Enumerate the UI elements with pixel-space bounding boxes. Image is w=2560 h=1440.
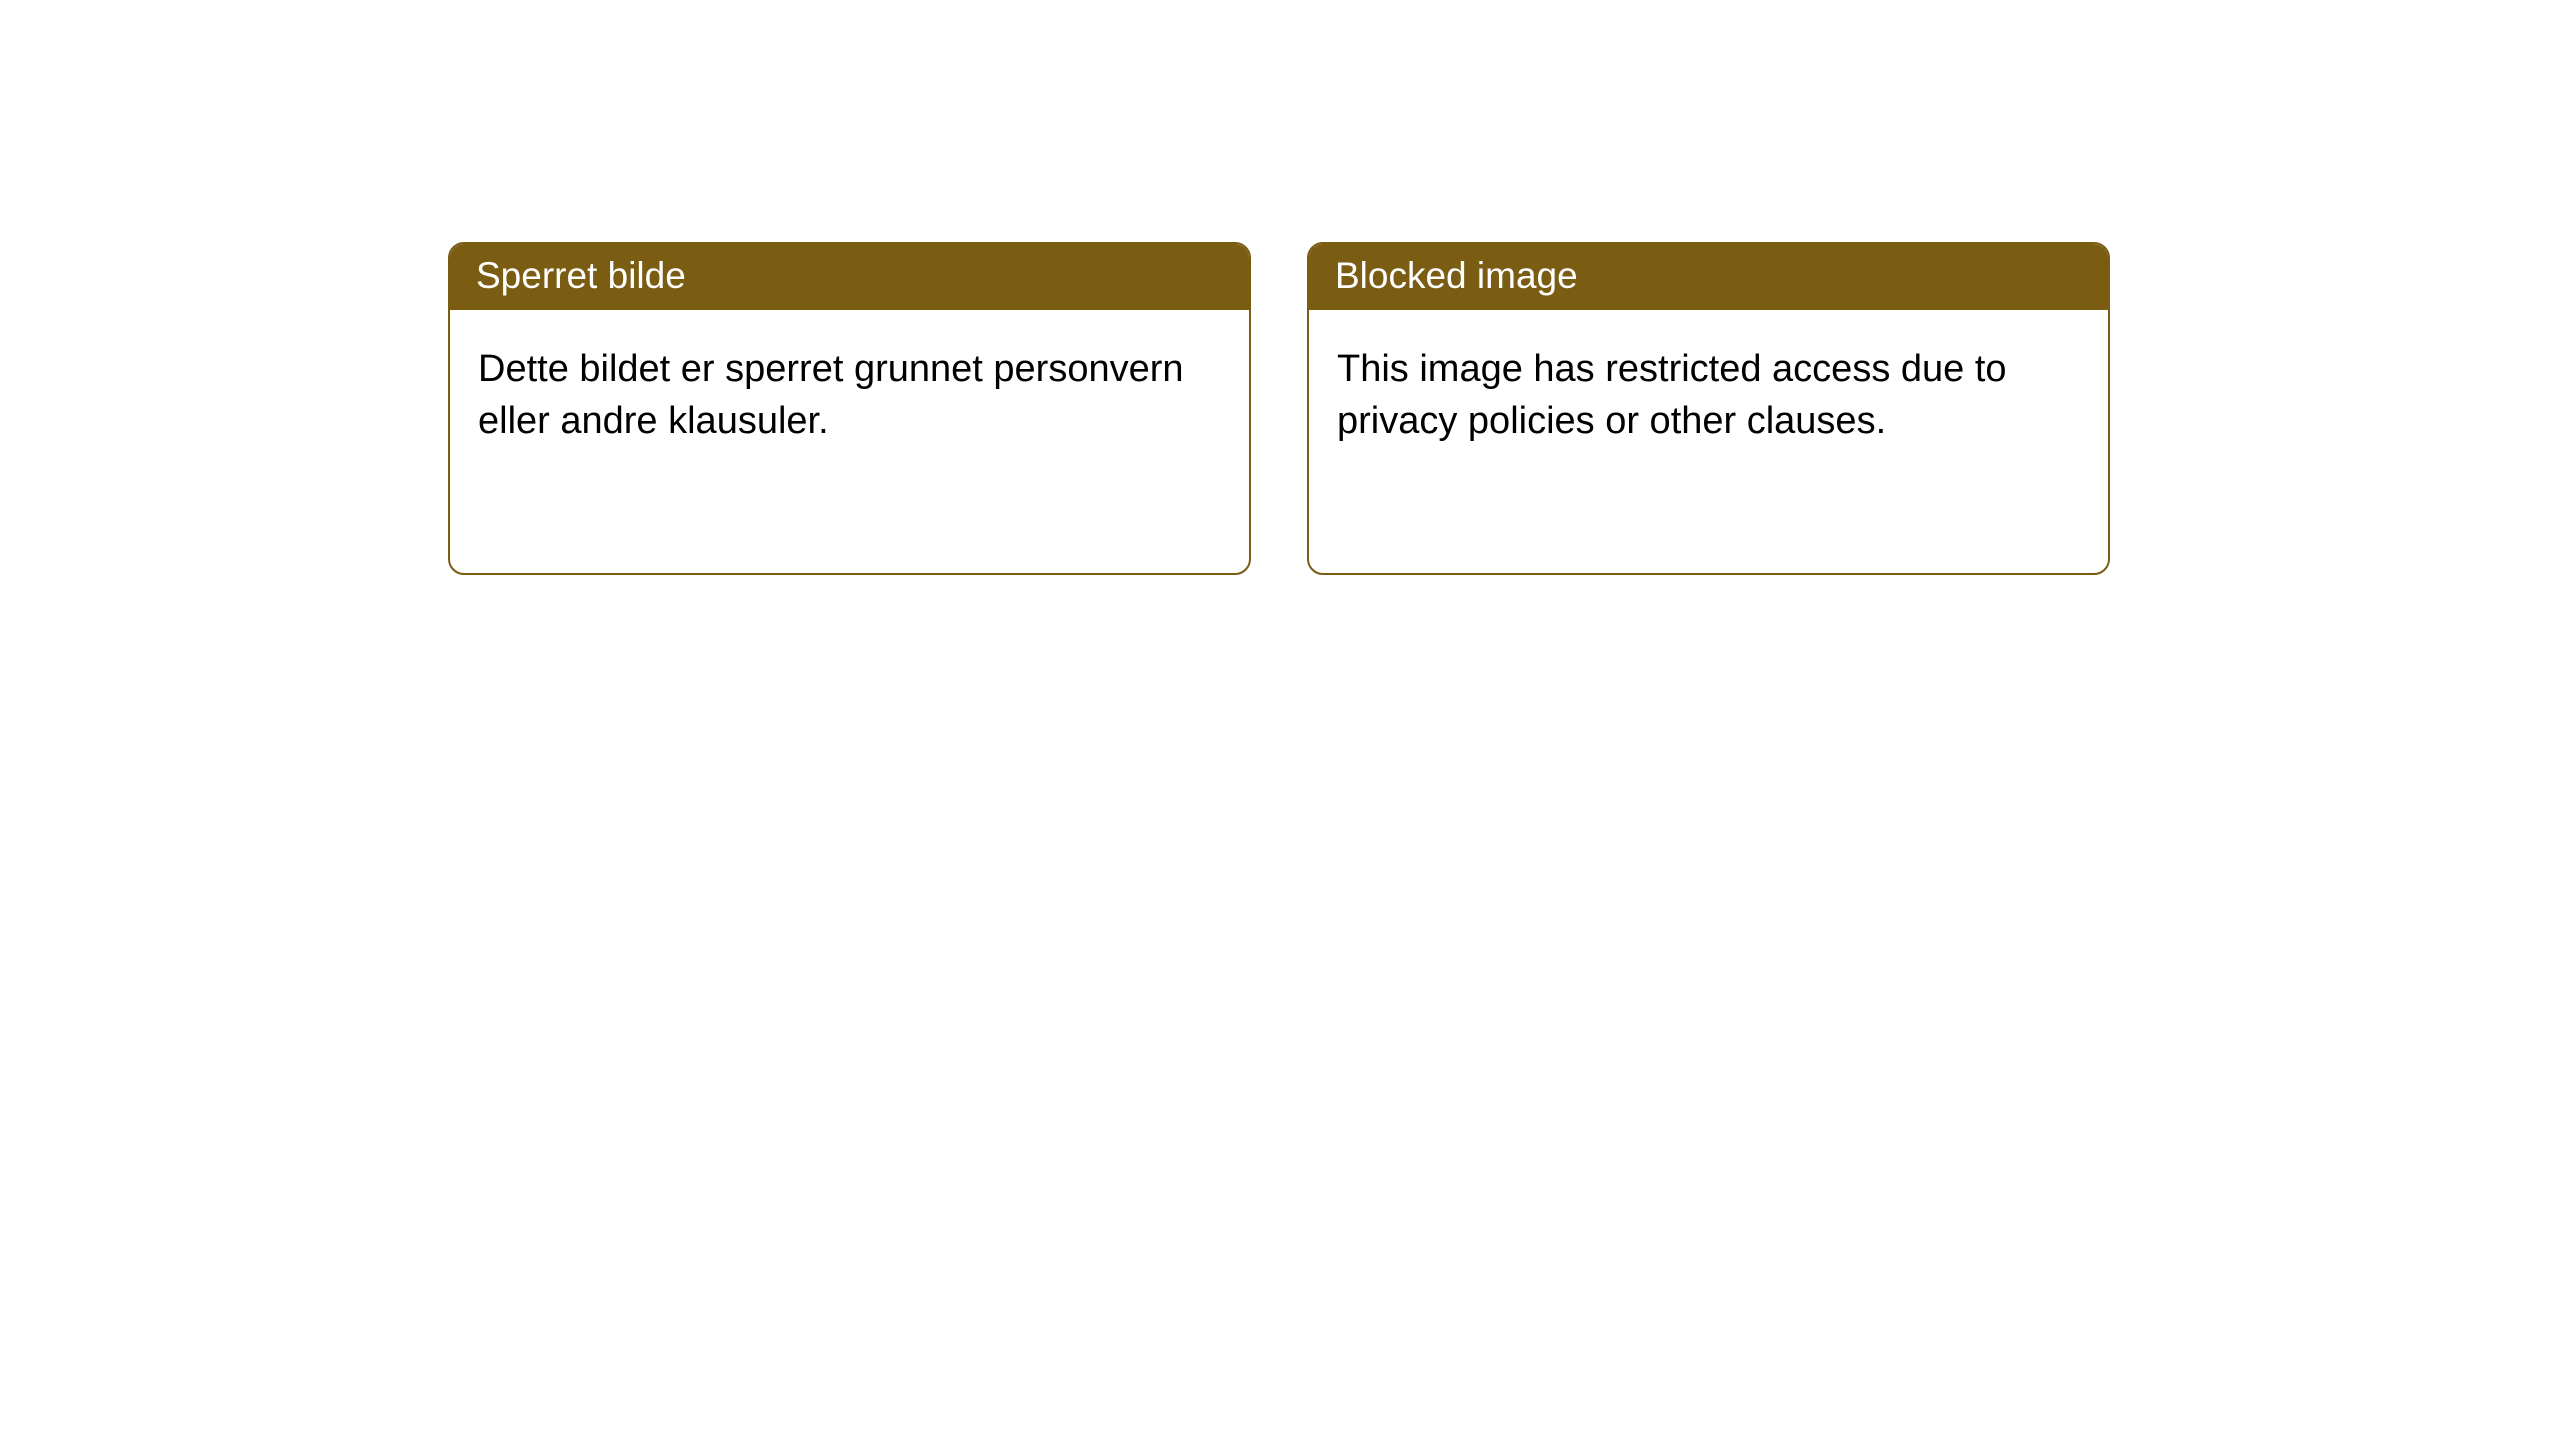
notice-body-norwegian: Dette bildet er sperret grunnet personve…: [450, 310, 1249, 481]
notice-title-norwegian: Sperret bilde: [450, 244, 1249, 310]
notice-card-english: Blocked image This image has restricted …: [1307, 242, 2110, 575]
notice-card-norwegian: Sperret bilde Dette bildet er sperret gr…: [448, 242, 1251, 575]
notice-container: Sperret bilde Dette bildet er sperret gr…: [0, 0, 2560, 575]
notice-title-english: Blocked image: [1309, 244, 2108, 310]
notice-body-english: This image has restricted access due to …: [1309, 310, 2108, 481]
